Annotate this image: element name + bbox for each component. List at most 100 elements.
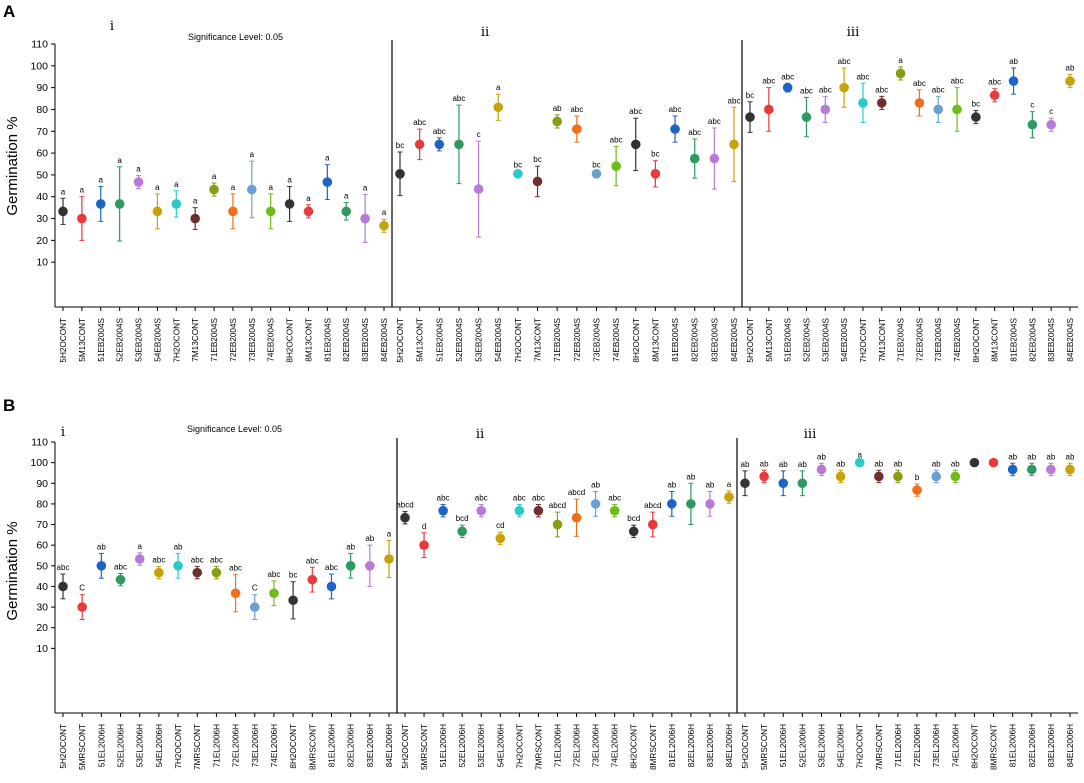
significance-letter: abc: [819, 85, 832, 94]
panel-a-plot: 10 20 30 40 50 60 70 80 90 100 110 a 5H2OCONT a 5M13CO…: [30, 39, 1078, 363]
significance-letter: abcd: [568, 488, 585, 497]
y-tick-label: 40: [36, 191, 48, 203]
data-point: [154, 567, 164, 578]
category-label: 8H2OCONT: [630, 724, 639, 769]
significance-letter: ab: [1008, 452, 1017, 461]
significance-letter: ab: [932, 459, 941, 468]
data-point: [379, 220, 389, 231]
category-label: 73EL2006H: [251, 724, 260, 767]
panel-a-subtitle-iii: iii: [847, 25, 859, 40]
significance-letter: abc: [114, 562, 127, 571]
significance-letter: abc: [608, 494, 621, 503]
data-point: [493, 102, 504, 113]
category-label: 84EL2006H: [385, 724, 394, 767]
significance-letter: ab: [591, 481, 600, 490]
significance-letter: abc: [513, 494, 526, 503]
category-label: 54EB2004S: [153, 317, 162, 361]
panel-letter-b: B: [3, 396, 15, 415]
category-label: 8MRSCONT: [308, 724, 317, 770]
data-point: [115, 574, 126, 585]
significance-letter: a: [387, 529, 392, 538]
data-point: [893, 471, 903, 482]
significance-letter: a: [61, 187, 66, 196]
category-label: 84EL2006H: [725, 724, 734, 767]
category-label: 51EB2004S: [784, 317, 793, 361]
significance-letter: ab: [1009, 57, 1018, 66]
significance-letter: ab: [893, 459, 902, 468]
significance-letter: a: [857, 451, 862, 460]
significance-letter: b: [915, 473, 920, 482]
panel-b-y-axis-label: Germination %: [4, 521, 21, 620]
significance-letter: bc: [396, 141, 404, 150]
data-point: [77, 213, 87, 224]
y-tick-label: 20: [36, 235, 48, 247]
category-label: 7H2OCONT: [515, 724, 524, 769]
significance-letter: ab: [798, 460, 807, 469]
significance-letter: a: [325, 154, 330, 163]
significance-letter: abc: [688, 128, 701, 137]
data-point: [686, 499, 696, 509]
category-label: 52EL2006H: [458, 724, 467, 767]
category-label: 74EL2006H: [951, 724, 960, 767]
panel-b-subtitle-iii: iii: [804, 427, 816, 442]
category-label: 7H2OCONT: [172, 318, 181, 363]
data-point: [1065, 464, 1075, 475]
significance-letter: abc: [433, 127, 446, 136]
category-label: 8MRSCONT: [649, 724, 658, 770]
significance-letter: abc: [856, 72, 869, 81]
significance-letter: a: [80, 186, 85, 195]
y-tick-label: 60: [36, 540, 48, 552]
significance-letter: abc: [913, 79, 926, 88]
data-point: [513, 169, 523, 179]
category-label: 72EL2006H: [573, 724, 582, 767]
category-label: 52EL2006H: [117, 724, 126, 767]
data-point: [858, 98, 868, 108]
category-label: 7M13CONT: [191, 318, 200, 362]
significance-letter: a: [727, 480, 732, 489]
significance-letter: a: [212, 172, 217, 181]
data-point: [571, 512, 582, 523]
data-point: [591, 169, 602, 179]
data-point: [950, 471, 961, 482]
data-point: [729, 139, 739, 150]
data-point: [307, 574, 318, 585]
significance-letter: abc: [306, 556, 319, 565]
category-label: 71EL2006H: [553, 724, 562, 767]
data-point: [133, 177, 144, 187]
significance-letter: c: [1030, 101, 1034, 110]
data-point: [514, 505, 525, 516]
panel-a-y-axis-label: Germination %: [4, 116, 21, 215]
data-point: [345, 561, 356, 571]
y-tick-label: 80: [36, 498, 48, 510]
data-point: [230, 588, 241, 599]
data-point: [630, 139, 641, 150]
category-label: 72EB2004S: [915, 317, 924, 361]
significance-letter: ab: [874, 459, 883, 468]
significance-letter: abc: [191, 555, 204, 564]
data-point: [628, 526, 639, 537]
significance-letter: abc: [781, 72, 794, 81]
category-label: 74EB2004S: [267, 317, 276, 361]
significance-letter: bc: [592, 161, 600, 170]
significance-letter: bc: [746, 91, 754, 100]
category-label: 83EL2006H: [706, 724, 715, 767]
data-point: [303, 206, 314, 217]
data-point: [77, 602, 87, 612]
panel-b-subtitle-i: i: [61, 425, 65, 440]
y-tick-label: 80: [36, 104, 48, 116]
significance-letter: abc: [475, 494, 488, 503]
significance-letter: ab: [667, 481, 676, 490]
data-point: [650, 169, 661, 179]
data-point: [611, 161, 621, 171]
data-point: [265, 206, 276, 217]
category-label: 54EL2006H: [496, 724, 505, 767]
data-point: [876, 98, 887, 108]
data-point: [384, 554, 394, 564]
category-label: 7M13CONT: [534, 318, 543, 362]
category-label: 71EL2006H: [212, 724, 221, 767]
category-label: 5H2OCONT: [746, 318, 755, 363]
category-label: 5MRSCONT: [420, 724, 429, 770]
category-label: 51EL2006H: [97, 724, 106, 767]
category-label: 74EB2004S: [953, 317, 962, 361]
data-point: [835, 471, 846, 482]
